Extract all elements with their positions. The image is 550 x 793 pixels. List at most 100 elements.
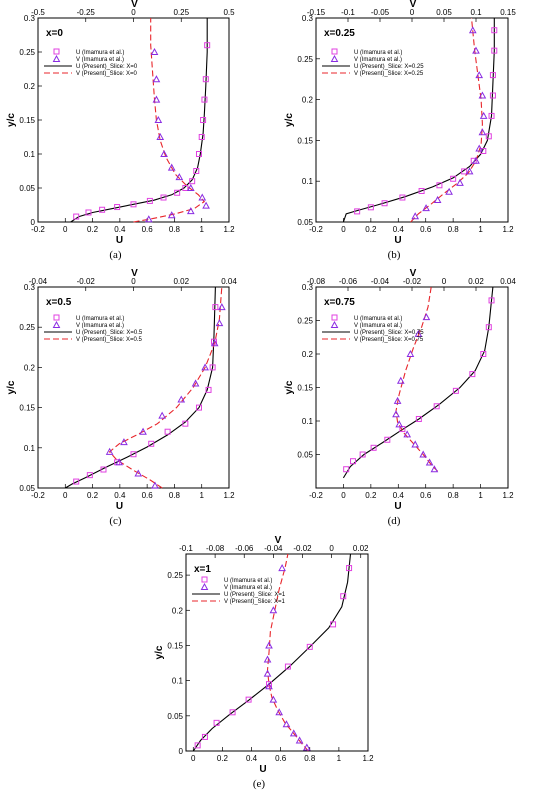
v-exp-marker: [152, 95, 161, 103]
v-exp-marker: [158, 411, 166, 419]
legend-v-exp-label: V (Imamura et al.): [76, 323, 124, 329]
x2-tick-label: -0.06: [235, 544, 254, 553]
v-exp-marker: [139, 427, 147, 435]
legend-v-exp-label: V (Imamura et al.): [354, 57, 402, 63]
v-present-line: [133, 18, 206, 223]
v-exp-marker: [198, 193, 207, 201]
v-exp-marker: [154, 115, 163, 123]
legend: U (Imamura et al.)V (Imamura et al.)U (P…: [192, 576, 286, 605]
v-exp-marker: [295, 736, 304, 744]
x-tick-label: 0.6: [420, 491, 432, 500]
x2-tick-label: -0.08: [307, 277, 326, 286]
u-exp-marker: [182, 185, 189, 191]
u-exp-marker: [189, 178, 196, 185]
u-exp-marker: [201, 733, 208, 740]
panel-e: 0 0.2 0.4 0.6 0.8 1 1.2 -0.1 -0.08 -0.06 -0.04 -0.0…: [154, 535, 374, 790]
x2-tick-label: 0.5: [223, 8, 235, 17]
u-exp-marker: [86, 472, 93, 479]
x-tick-label: 0.2: [87, 491, 99, 500]
v-exp-marker: [478, 128, 487, 136]
x-tick-label: 1.2: [362, 754, 374, 763]
x-axis-title: U: [259, 764, 266, 775]
v-exp-marker: [201, 363, 209, 371]
y-tick-label: 0.25: [297, 55, 313, 64]
u-exp-marker: [204, 42, 211, 49]
x2-tick-label: 0.02: [468, 277, 484, 286]
v-exp-marker: [475, 144, 484, 152]
x-tick-label: 0.8: [169, 491, 181, 500]
x-tick-label: 0.4: [114, 225, 126, 234]
y-tick-label: 0.25: [167, 571, 183, 580]
u-exp-marker: [210, 338, 217, 345]
x2-tick-label: 0.04: [500, 277, 516, 286]
x2-tick-label: 0.25: [173, 8, 189, 17]
v-exp-marker: [406, 349, 415, 357]
v-exp-marker: [430, 465, 439, 473]
y-tick-label: 0.05: [167, 712, 183, 721]
x2-tick-label: -0.02: [403, 277, 422, 286]
v-exp-marker: [411, 440, 420, 448]
v-exp-marker: [120, 438, 128, 446]
x-tick-label: 0.6: [420, 225, 432, 234]
x-tick-label: 0.6: [142, 225, 154, 234]
x2-tick-label: -0.02: [293, 544, 312, 553]
y-axis-title: y/c: [154, 645, 165, 659]
u-exp-marker: [436, 182, 443, 189]
u-exp-marker: [433, 403, 440, 410]
panel-title: x=0.75: [324, 297, 355, 308]
u-exp-marker: [370, 444, 377, 451]
v-exp-marker: [403, 430, 412, 438]
v-exp-marker: [445, 187, 453, 195]
v-exp-marker: [475, 71, 484, 79]
legend-v-exp-symbol: [330, 54, 339, 62]
v-exp-marker: [468, 26, 477, 34]
v-exp-marker: [472, 46, 480, 54]
legend-v-exp-label: V (Imamura et al.): [224, 585, 272, 591]
v-exp-marker: [167, 211, 176, 219]
y-tick-label: 0.1: [24, 150, 36, 159]
y-tick-label: 0.25: [19, 323, 35, 332]
v-exp-marker: [186, 183, 195, 191]
v-exp-marker: [186, 207, 195, 215]
legend: U (Imamura et al.)V (Imamura et al.)U (P…: [44, 48, 138, 77]
u-exp-marker: [195, 404, 202, 411]
u-exp-marker: [488, 297, 495, 304]
y-tick-label: 0: [179, 747, 184, 756]
legend-v-exp-symbol: [330, 320, 339, 328]
x-tick-label: 0.2: [365, 225, 377, 234]
v-exp-marker: [422, 313, 431, 321]
legend-u-exp-label: U (Imamura et al.): [224, 578, 272, 584]
x2-tick-label: -0.05: [371, 8, 390, 17]
v-exp-marker: [269, 695, 278, 703]
legend-v-present-label: V (Present)_Slice: X=0.25: [354, 71, 424, 77]
plot-frame: [315, 286, 509, 489]
panel-title: x=0.25: [324, 28, 355, 39]
x-tick-label: -0.2: [31, 225, 45, 234]
panel-title: x=1: [194, 564, 211, 575]
legend-v-exp-label: V (Imamura et al.): [76, 57, 124, 63]
u-exp-marker: [489, 92, 496, 99]
legend-v-present-label: V (Present)_Slice: X=0.5: [76, 337, 143, 343]
x2-tick-label: 0.02: [173, 277, 189, 286]
y-tick-label: 0.2: [172, 606, 184, 615]
u-exp-marker: [306, 643, 313, 650]
legend-u-present-label: U (Present)_Slice: X=1: [224, 592, 286, 598]
u-exp-marker: [100, 466, 107, 473]
u-present-line: [192, 553, 352, 752]
x-tick-label: 0.2: [365, 491, 377, 500]
v-exp-marker: [215, 319, 224, 327]
v-exp-marker: [478, 91, 487, 99]
u-exp-marker: [114, 204, 121, 211]
legend-v-present-label: V (Present)_Slice: X=0: [76, 71, 138, 77]
x-tick-label: 1.2: [223, 225, 235, 234]
x-tick-label: 1: [337, 754, 342, 763]
y-tick-label: 0.05: [19, 484, 35, 493]
u-exp-marker: [485, 324, 492, 331]
x2-tick-label: -0.04: [29, 277, 48, 286]
x2-tick-label: -0.08: [206, 544, 225, 553]
u-exp-marker: [367, 204, 374, 211]
v-exp-marker: [175, 173, 184, 181]
v-exp-marker: [263, 655, 272, 663]
legend-v-exp-symbol: [52, 320, 61, 328]
u-exp-marker: [73, 213, 80, 220]
